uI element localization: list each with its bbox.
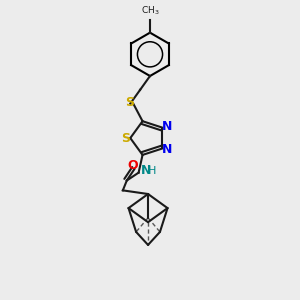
Text: N: N [162,120,172,133]
Text: S: S [125,96,134,109]
Text: N: N [141,164,152,177]
Text: CH$_3$: CH$_3$ [141,4,159,17]
Text: O: O [128,159,138,172]
Text: N: N [162,143,172,156]
Text: H: H [148,166,157,176]
Text: S: S [121,132,130,145]
